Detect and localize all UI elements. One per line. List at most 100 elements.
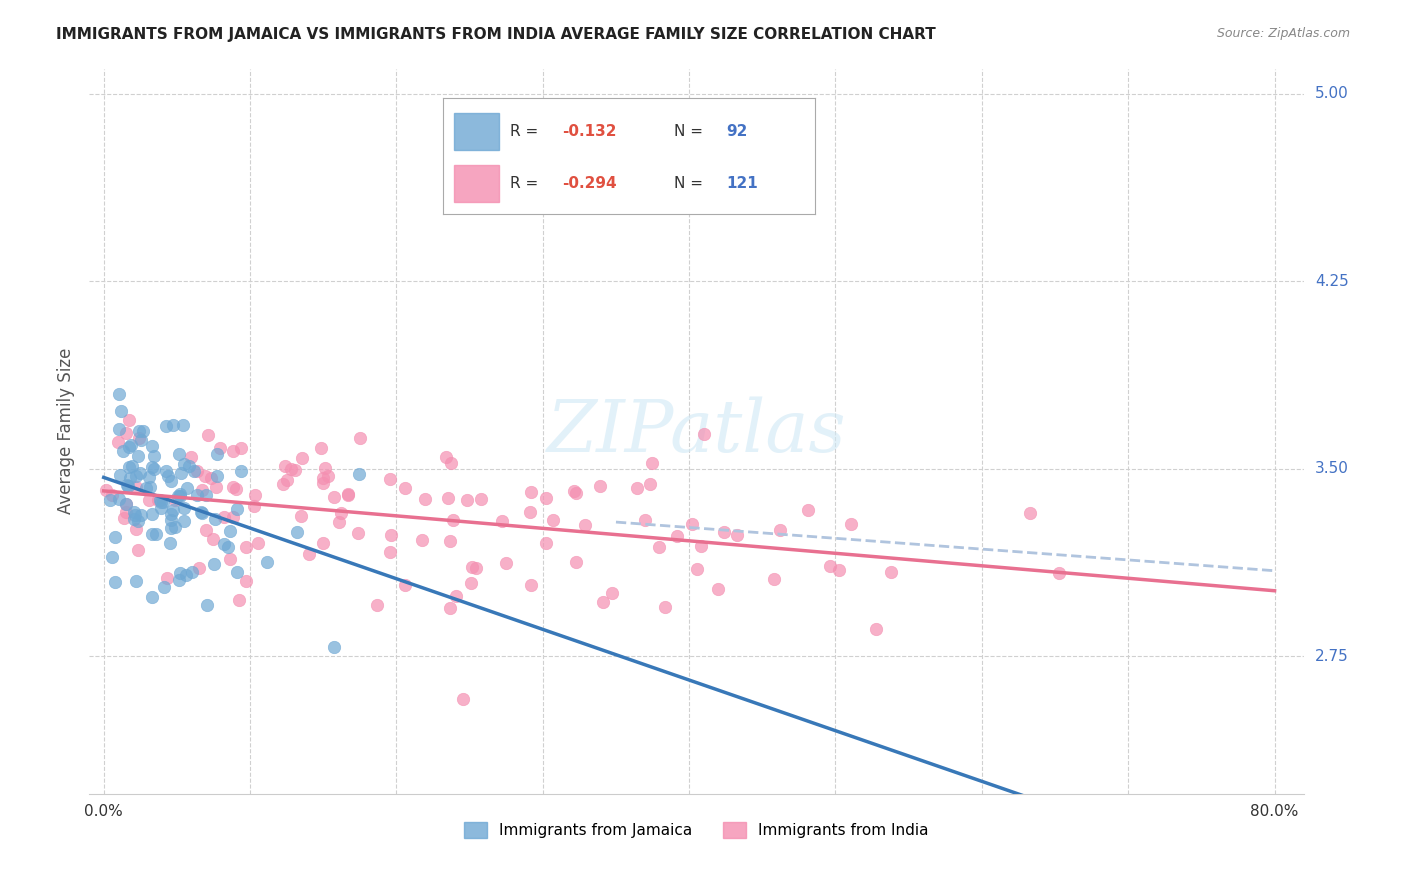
Text: -0.294: -0.294 xyxy=(562,177,617,192)
Point xyxy=(186,488,208,502)
Point xyxy=(149,493,172,508)
Point xyxy=(565,486,588,500)
Point xyxy=(298,547,321,561)
Point xyxy=(495,556,517,570)
Point xyxy=(159,536,181,550)
Text: N =: N = xyxy=(673,124,707,139)
Point xyxy=(120,438,142,452)
Legend: Immigrants from Jamaica, Immigrants from India: Immigrants from Jamaica, Immigrants from… xyxy=(458,816,935,845)
Point xyxy=(143,449,166,463)
Point xyxy=(173,458,195,472)
Point xyxy=(415,491,437,506)
Text: N =: N = xyxy=(673,177,707,192)
Point xyxy=(460,575,482,590)
Point xyxy=(174,567,197,582)
Point xyxy=(167,573,190,587)
Point xyxy=(141,527,163,541)
Point xyxy=(115,505,138,519)
Point xyxy=(120,471,142,485)
Bar xyxy=(454,165,499,202)
Point xyxy=(156,468,179,483)
Point xyxy=(231,442,253,456)
Point xyxy=(337,487,360,501)
Point xyxy=(152,580,174,594)
Point xyxy=(592,595,614,609)
Point xyxy=(762,572,785,586)
Point xyxy=(439,601,461,615)
Point xyxy=(290,509,312,524)
Point xyxy=(461,560,484,574)
Point xyxy=(456,493,478,508)
Point xyxy=(170,466,193,480)
Point xyxy=(273,459,295,474)
Point xyxy=(222,443,245,458)
Point xyxy=(162,418,184,433)
Point xyxy=(322,640,344,654)
Point xyxy=(125,469,148,483)
Point xyxy=(218,551,240,566)
Point xyxy=(380,527,402,541)
Text: ZIPatlas: ZIPatlas xyxy=(547,396,846,467)
Text: 92: 92 xyxy=(725,124,748,139)
Point xyxy=(100,488,122,502)
Point xyxy=(380,544,402,558)
Point xyxy=(491,514,513,528)
Point xyxy=(336,488,359,502)
Point xyxy=(681,517,703,532)
Point xyxy=(108,467,131,482)
Point xyxy=(173,515,195,529)
Point xyxy=(634,513,657,527)
Point xyxy=(312,536,335,550)
Point xyxy=(713,524,735,539)
Point xyxy=(114,425,136,440)
Point xyxy=(666,529,689,543)
Point xyxy=(163,493,186,508)
Y-axis label: Average Family Size: Average Family Size xyxy=(58,348,75,515)
Point xyxy=(441,512,464,526)
Point xyxy=(183,464,205,478)
Point xyxy=(347,525,370,540)
Point xyxy=(152,495,174,509)
Point xyxy=(200,471,222,485)
Point xyxy=(828,562,851,576)
Point xyxy=(141,507,163,521)
Point xyxy=(689,539,711,553)
Point xyxy=(124,508,146,523)
Point xyxy=(169,489,191,503)
Text: Source: ZipAtlas.com: Source: ZipAtlas.com xyxy=(1216,27,1350,40)
Point xyxy=(118,412,141,426)
Point xyxy=(141,459,163,474)
Point xyxy=(98,493,121,508)
Point xyxy=(180,450,202,464)
Point xyxy=(160,513,183,527)
Point xyxy=(212,537,235,551)
Point xyxy=(280,462,302,476)
Point xyxy=(347,467,370,482)
Point xyxy=(519,505,541,519)
Point xyxy=(176,481,198,495)
Point xyxy=(291,451,314,466)
Point xyxy=(208,441,231,455)
Point xyxy=(129,433,152,447)
Point xyxy=(366,598,388,612)
Point xyxy=(217,540,239,554)
Point xyxy=(839,517,862,532)
Point xyxy=(195,487,218,501)
Point xyxy=(195,523,218,537)
Point xyxy=(108,492,131,507)
Point xyxy=(534,536,557,550)
Point xyxy=(118,460,141,475)
Point xyxy=(121,458,143,473)
Point xyxy=(256,555,278,569)
Point xyxy=(271,476,294,491)
Point xyxy=(219,524,242,539)
Point xyxy=(141,439,163,453)
Point xyxy=(437,491,460,505)
Point xyxy=(163,519,186,533)
Point xyxy=(108,387,131,401)
Point xyxy=(648,540,671,554)
Point xyxy=(129,508,152,522)
Point xyxy=(228,593,250,607)
Point xyxy=(231,464,253,478)
Point xyxy=(115,497,138,511)
